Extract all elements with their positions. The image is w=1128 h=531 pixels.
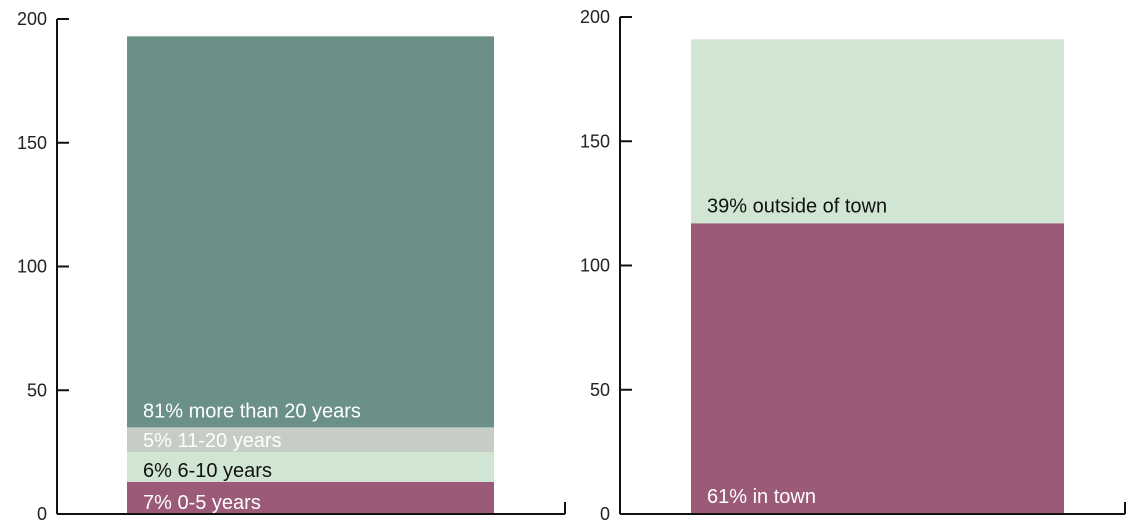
segment-label: 81% more than 20 years xyxy=(143,400,361,422)
chart-1: 7% 0-5 years 6% 6-10 years 5% 11-20 years 8… xyxy=(17,9,566,524)
y-tick-label: 50 xyxy=(590,380,610,400)
y-tick-label: 100 xyxy=(580,256,610,276)
y-tick-label: 50 xyxy=(27,380,47,400)
bar-segment xyxy=(691,39,1064,224)
segment-label: 61% in town xyxy=(707,486,816,508)
segment-label: 6% 6-10 years xyxy=(143,460,272,482)
y-tick-label: 0 xyxy=(600,504,610,524)
y-tick-label: 0 xyxy=(37,504,47,524)
bar-segment xyxy=(127,452,494,482)
y-tick-label: 100 xyxy=(17,257,47,277)
bar-segment xyxy=(127,427,494,453)
y-tick-label: 200 xyxy=(580,7,610,27)
bar-segment xyxy=(691,223,1064,514)
y-tick-label: 150 xyxy=(580,131,610,151)
y-tick-label: 200 xyxy=(17,9,47,29)
segment-label: 7% 0-5 years xyxy=(143,492,261,514)
bar-segment xyxy=(127,36,494,428)
y-tick-label: 150 xyxy=(17,133,47,153)
segment-label: 5% 11-20 years xyxy=(143,430,282,452)
bar-segment xyxy=(127,481,494,514)
segment-label: 39% outside of town xyxy=(707,195,887,217)
chart-2: 61% in town 39% outside of town 0 50 100 150 2… xyxy=(580,7,1126,524)
